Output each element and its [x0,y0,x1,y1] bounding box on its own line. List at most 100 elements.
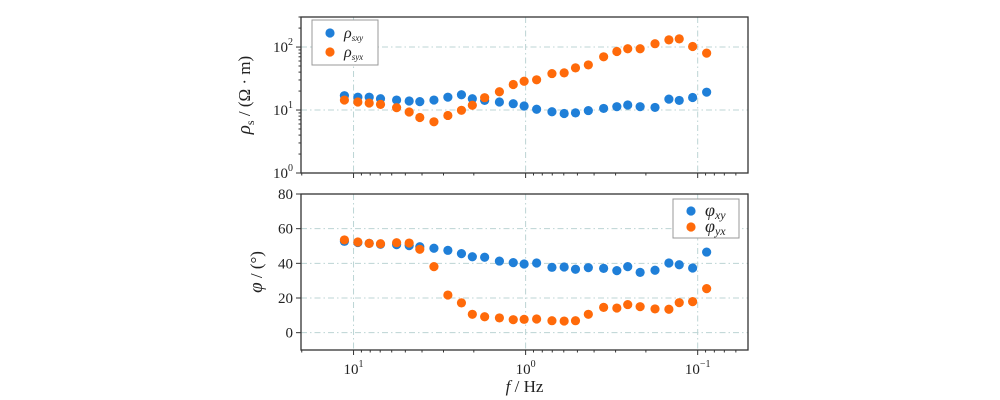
data-point [635,302,645,312]
data-point [599,302,609,312]
data-point [583,263,593,273]
y-tick-label: 40 [278,256,293,272]
legend-marker [325,47,335,57]
tick-base: 0 [286,326,294,342]
data-point [547,107,557,117]
data-point [623,44,633,54]
data-point [415,112,425,123]
legend-entry: ρsyx [343,44,363,62]
tick-exponent: −1 [700,359,711,370]
data-point [443,245,453,255]
legend-marker [686,206,696,216]
data-point [612,266,622,276]
data-point [456,249,467,259]
data-point [664,94,674,104]
data-point [547,262,557,272]
legend-box [311,19,379,66]
data-point [612,303,622,313]
data-point [392,95,402,105]
data-point [559,262,569,272]
data-point [494,313,505,323]
x-tick-label: 101 [344,359,364,378]
data-point [404,107,414,117]
data-point [480,252,490,262]
y-label-symbol: ρ [234,125,255,135]
data-point [456,90,467,100]
legend-symbol: φ [705,216,715,236]
data-point [532,258,542,268]
data-point [650,39,660,49]
tick-base: 10 [273,103,288,119]
data-point [467,100,477,110]
data-point [599,263,609,273]
data-point [467,252,477,262]
data-point [480,312,490,322]
tick-base: 80 [278,187,293,203]
data-point [456,105,467,115]
data-point [480,93,490,103]
legend-entry: ρsxy [343,25,363,43]
y-label-symbol: φ [246,282,267,293]
data-point [467,94,477,104]
tick-exponent: 0 [288,163,293,174]
data-point [519,76,529,86]
data-point [392,238,402,248]
data-point [443,110,453,121]
tick-base: 10 [273,40,288,56]
y-tick-label: 0 [286,326,294,342]
data-point [635,267,645,277]
x-tick-label: 10−1 [685,359,711,378]
legend-subscript: sxy [352,33,364,43]
data-point [519,314,529,324]
data-point [429,243,439,253]
data-point [404,238,414,248]
data-point [494,97,505,107]
tick-exponent: 2 [288,37,293,48]
x-tick-label: 100 [516,359,536,378]
data-point [519,259,529,269]
data-point [650,102,660,113]
data-point [547,316,557,326]
legend-entry: φyx [705,216,726,238]
tick-base: 60 [278,222,293,238]
data-point [702,247,712,257]
series-yx [339,235,712,326]
data-point [583,60,593,70]
data-point [702,284,712,294]
series-syx [339,34,712,127]
data-point [532,314,542,324]
y-tick-label: 100 [273,163,293,182]
legend-box [672,198,740,239]
data-point [508,258,518,268]
data-point [664,304,674,314]
data-point [583,105,593,116]
legend-symbol: ρ [343,25,352,42]
data-point [443,290,453,300]
data-point [467,309,477,319]
data-point [364,98,374,108]
axes-frame [300,193,749,351]
data-point [674,34,684,44]
y-axis-label: ρs / (Ω · m) [234,56,257,135]
data-point [623,100,633,110]
data-point [612,102,622,112]
data-point [583,309,593,319]
data-point [443,92,453,102]
y-axis-label: φ / (°) [246,251,267,293]
y-tick-label: 102 [273,37,293,56]
x-axis-label: f / Hz [506,377,544,396]
data-point [570,63,581,73]
data-point [570,316,581,326]
data-point [688,92,698,103]
legend-subscript: syx [352,52,364,62]
tick-base: 10 [685,362,700,378]
data-point [392,103,402,113]
tick-base: 10 [344,362,359,378]
legend-symbol: ρ [343,44,352,61]
data-point [339,235,350,245]
data-point [508,99,518,109]
